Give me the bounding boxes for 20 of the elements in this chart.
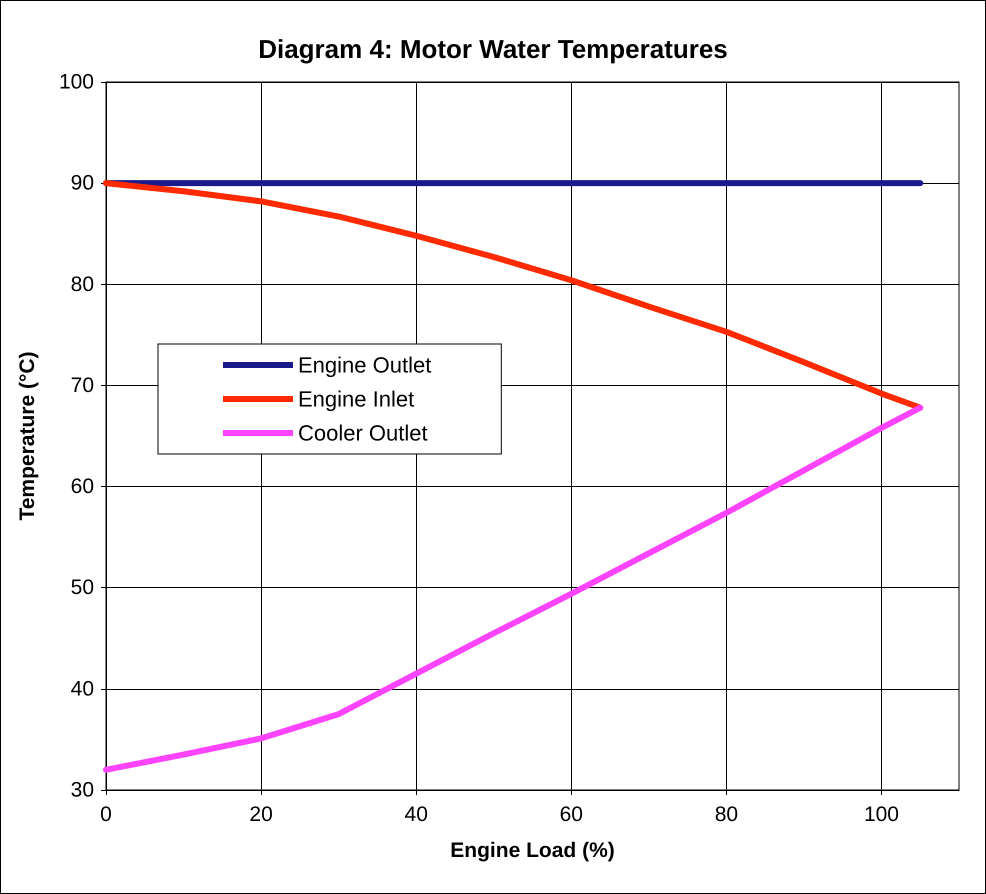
y-axis-title: Temperature (°C) (16, 351, 39, 521)
x-tick-label: 0 (100, 803, 112, 826)
legend-label: Engine Inlet (298, 386, 414, 412)
x-tick-label: 20 (249, 803, 273, 826)
y-tick-label: 40 (70, 677, 94, 700)
x-tick-label: 40 (404, 803, 428, 826)
x-axis-title: Engine Load (%) (450, 839, 615, 862)
x-tick-label: 80 (714, 803, 738, 826)
y-tick-label: 80 (70, 272, 94, 296)
y-tick-label: 90 (70, 172, 94, 195)
y-tick-label: 30 (70, 778, 94, 802)
y-tick-label: 100 (58, 70, 94, 94)
x-tick-label: 100 (864, 803, 899, 826)
legend-label: Cooler Outlet (298, 420, 428, 446)
legend-label: Engine Outlet (298, 352, 432, 378)
x-tick-label: 60 (560, 803, 583, 826)
y-tick-label: 50 (70, 576, 94, 600)
chart-title: Diagram 4: Motor Water Temperatures (258, 34, 728, 64)
y-tick-label: 60 (70, 475, 94, 498)
y-tick-label: 70 (70, 374, 94, 397)
